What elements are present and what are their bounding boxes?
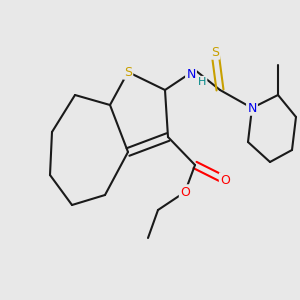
Text: N: N (186, 68, 196, 80)
Text: O: O (180, 185, 190, 199)
Text: N: N (247, 101, 257, 115)
Text: H: H (198, 77, 206, 87)
Text: O: O (220, 173, 230, 187)
Text: S: S (211, 46, 219, 59)
Text: S: S (124, 65, 132, 79)
